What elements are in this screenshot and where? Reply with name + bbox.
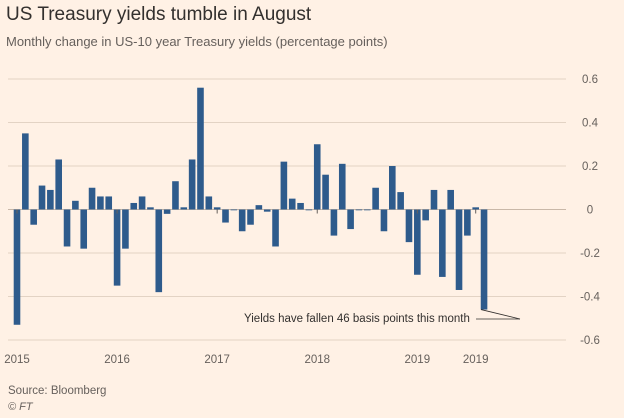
bar [380, 209, 388, 232]
bar [80, 209, 88, 249]
bar [30, 209, 37, 225]
bar [247, 209, 254, 225]
y-tick-label: 0.2 [582, 161, 598, 173]
bar [297, 202, 304, 210]
bar [414, 209, 421, 275]
bar [155, 209, 163, 293]
bar [122, 209, 129, 249]
bar [347, 209, 354, 230]
x-tick-label: 2015 [4, 354, 30, 366]
bar [397, 192, 404, 210]
source-note: Source: Bloomberg [8, 385, 107, 397]
bar [88, 187, 96, 210]
y-tick-label: 0.4 [582, 118, 599, 130]
bar [472, 207, 479, 210]
y-tick-label: 0 [587, 205, 593, 217]
bar [197, 87, 204, 210]
bar [55, 159, 62, 210]
bar [238, 209, 246, 232]
bar [330, 209, 338, 236]
bar [455, 209, 463, 290]
bar [63, 209, 71, 247]
bar [322, 174, 329, 210]
annotation-leader [480, 309, 521, 320]
bar [430, 189, 438, 210]
chart-title: US Treasury yields tumble in August [6, 4, 312, 25]
bar [188, 159, 196, 210]
bar [47, 189, 54, 210]
x-tick-label: 2019 [405, 354, 431, 366]
x-tick-label: 2017 [204, 354, 230, 366]
bar [22, 133, 29, 210]
bar [172, 181, 179, 210]
bar [280, 161, 288, 210]
bar [255, 205, 263, 210]
bar [447, 189, 454, 210]
bar [263, 209, 271, 212]
bar [163, 209, 171, 214]
bar [222, 209, 229, 223]
bar [480, 209, 488, 310]
ft-brand: © FT [8, 401, 33, 413]
bar [439, 209, 446, 277]
annotation-label: Yields have fallen 46 basis points this … [244, 313, 470, 325]
x-tick-label: 2019 [463, 354, 489, 366]
bar [205, 196, 213, 210]
bar [464, 209, 471, 236]
y-tick-label: -0.6 [580, 335, 600, 347]
bar [13, 209, 21, 325]
bar [355, 209, 363, 211]
bar [147, 207, 154, 210]
bar [405, 209, 413, 243]
bar [338, 163, 346, 210]
bar [389, 166, 396, 210]
bar [97, 196, 104, 210]
bar [288, 198, 296, 210]
bar [363, 209, 371, 211]
bar [422, 209, 429, 221]
y-tick-label: -0.4 [580, 292, 600, 304]
bar [130, 202, 138, 210]
x-tick-label: 2018 [304, 354, 330, 366]
bar [180, 207, 188, 210]
bar [305, 209, 313, 211]
bar [113, 209, 121, 286]
x-tick-label: 2016 [104, 354, 130, 366]
bar [38, 185, 46, 210]
chart-subtitle: Monthly change in US-10 year Treasury yi… [6, 34, 388, 49]
bar [372, 187, 379, 210]
y-tick-label: 0.6 [582, 74, 598, 86]
bar [105, 196, 113, 210]
bar [272, 209, 279, 247]
y-tick-label: -0.2 [580, 248, 600, 260]
bar [230, 209, 238, 211]
bar [72, 200, 79, 210]
bar [138, 196, 146, 210]
bar [213, 207, 221, 210]
bar [313, 144, 321, 210]
